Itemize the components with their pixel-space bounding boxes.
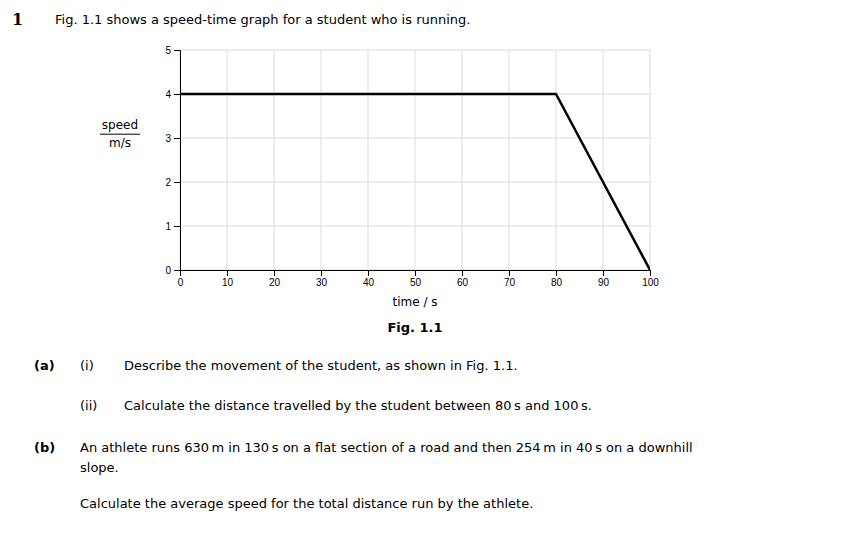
x-tick-mark [227, 270, 228, 276]
y-axis: 0 1 2 3 4 5 [165, 45, 180, 276]
grid [180, 50, 650, 270]
x-tick-mark [603, 270, 604, 276]
x-tick: 0 [178, 270, 184, 288]
x-tick-label: 0 [178, 277, 184, 288]
page: 0102030405060708090100012345time / sspee… [0, 0, 852, 535]
x-tick: 40 [363, 270, 375, 288]
y-axis-line [174, 51, 181, 271]
x-tick-mark [650, 270, 651, 276]
grid-line-x [368, 50, 369, 270]
y-tick-label: 2 [165, 177, 171, 188]
grid-line-x [274, 50, 275, 270]
title: Fig. 1.1 shows a speed-time graph for a … [55, 12, 470, 27]
grid-line-x [650, 50, 651, 270]
grid-line-y [180, 50, 650, 51]
grid-line-x [462, 50, 463, 270]
grid-line-x [556, 50, 557, 270]
x-tick: 70 [504, 270, 516, 288]
question-text: Calculate the average speed for the tota… [80, 496, 533, 511]
y-tick-label: 4 [165, 89, 171, 100]
y-tick-mark [174, 50, 180, 51]
y-tick: 0 [165, 265, 180, 276]
y-tick-label: 3 [165, 133, 171, 144]
x-tick-mark [556, 270, 557, 276]
grid-line-x [509, 50, 510, 270]
plot-area [180, 94, 650, 270]
y-axis-title-rule [100, 134, 140, 135]
y-tick-mark [174, 94, 180, 95]
part-label: (b) [34, 440, 55, 455]
question-text: An athlete runs 630 m in 130 s on a flat… [80, 440, 693, 455]
grid-line-y [180, 226, 650, 227]
grid-line-x [603, 50, 604, 270]
subpart-label: (ii) [80, 398, 97, 413]
x-tick-label: 80 [551, 277, 563, 288]
question-text: Describe the movement of the student, as… [124, 358, 518, 373]
x-tick-mark [368, 270, 369, 276]
grid-line-x [415, 50, 416, 270]
y-tick-label: 5 [165, 45, 171, 56]
grid-line-y [180, 182, 650, 183]
x-tick-label: 10 [222, 277, 234, 288]
y-tick-label: 1 [165, 221, 171, 232]
y-tick: 4 [165, 89, 180, 100]
x-axis-title: time / s [392, 295, 437, 309]
y-tick: 5 [165, 45, 180, 56]
x-tick: 50 [410, 270, 422, 288]
part-label: (a) [34, 358, 55, 373]
x-tick: 100 [642, 270, 659, 288]
x-axis: 0 10 20 30 40 50 60 70 80 90 100 [178, 270, 660, 288]
x-tick-label: 100 [642, 277, 659, 288]
x-tick: 10 [222, 270, 234, 288]
x-tick: 30 [316, 270, 328, 288]
y-tick-mark [174, 182, 180, 183]
y-tick: 2 [165, 177, 180, 188]
x-tick-label: 40 [363, 277, 375, 288]
subpart-label: (i) [80, 358, 94, 373]
x-tick: 60 [457, 270, 469, 288]
y-tick-mark [174, 270, 180, 271]
question-text: Calculate the distance travelled by the … [124, 398, 592, 413]
x-tick-label: 20 [269, 277, 281, 288]
x-axis-line [181, 271, 651, 277]
x-tick-mark [321, 270, 322, 276]
x-tick: 90 [598, 270, 610, 288]
grid-line-x [227, 50, 228, 270]
x-tick-label: 70 [504, 277, 516, 288]
y-tick-label: 0 [165, 265, 171, 276]
x-tick-mark [462, 270, 463, 276]
x-tick-mark [509, 270, 510, 276]
x-tick-mark [415, 270, 416, 276]
y-tick-mark [174, 138, 180, 139]
speed-line [180, 94, 650, 270]
x-tick-label: 50 [410, 277, 422, 288]
y-tick-mark [174, 226, 180, 227]
y-tick: 1 [165, 221, 180, 232]
x-tick: 80 [551, 270, 563, 288]
x-tick-mark [274, 270, 275, 276]
x-tick-label: 90 [598, 277, 610, 288]
y-tick: 3 [165, 133, 180, 144]
x-tick-label: 60 [457, 277, 469, 288]
figure-label: Fig. 1.1 [387, 320, 442, 335]
grid-line-x [321, 50, 322, 270]
x-tick: 20 [269, 270, 281, 288]
question-text: slope. [80, 460, 119, 475]
x-tick-label: 30 [316, 277, 328, 288]
question-number: 1 [12, 10, 23, 29]
